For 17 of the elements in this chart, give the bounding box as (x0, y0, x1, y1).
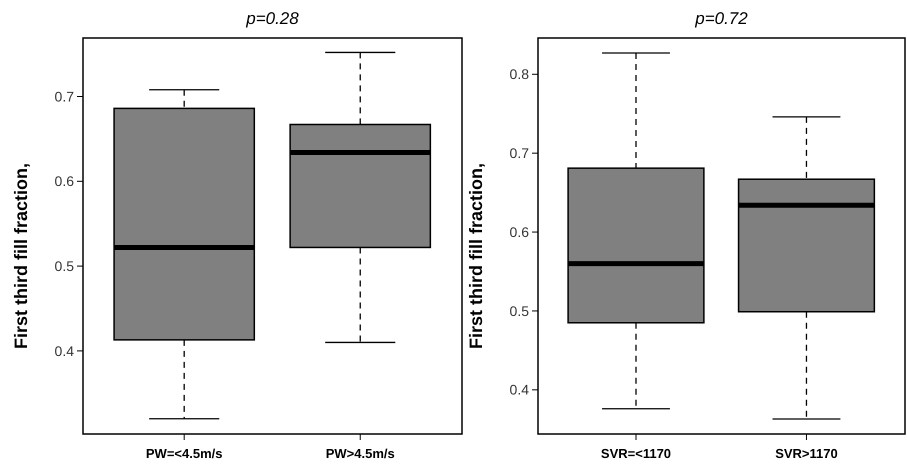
y-tick-label: 0.4 (510, 382, 530, 398)
y-axis-title: First third fill fraction, (466, 162, 486, 350)
y-tick-label: 0.7 (510, 145, 530, 162)
x-tick-label: SVR>1170 (775, 446, 838, 461)
x-tick-label: PW>4.5m/s (326, 446, 395, 461)
chart-title: p=0.72 (694, 9, 748, 28)
y-tick-label: 0.6 (54, 173, 74, 190)
y-tick-label: 0.5 (54, 258, 74, 274)
y-tick-label: 0.4 (54, 342, 74, 359)
y-tick-label: 0.7 (54, 88, 74, 104)
y-tick-label: 0.5 (510, 302, 530, 319)
y-axis-title: First third fill fraction, (11, 162, 31, 350)
y-tick-label: 0.8 (510, 66, 530, 82)
y-tick-label: 0.6 (510, 224, 530, 240)
x-tick-label: PW=<4.5m/s (146, 446, 222, 461)
chart-title: p=0.28 (245, 9, 300, 28)
x-tick-label: SVR=<1170 (600, 446, 672, 461)
